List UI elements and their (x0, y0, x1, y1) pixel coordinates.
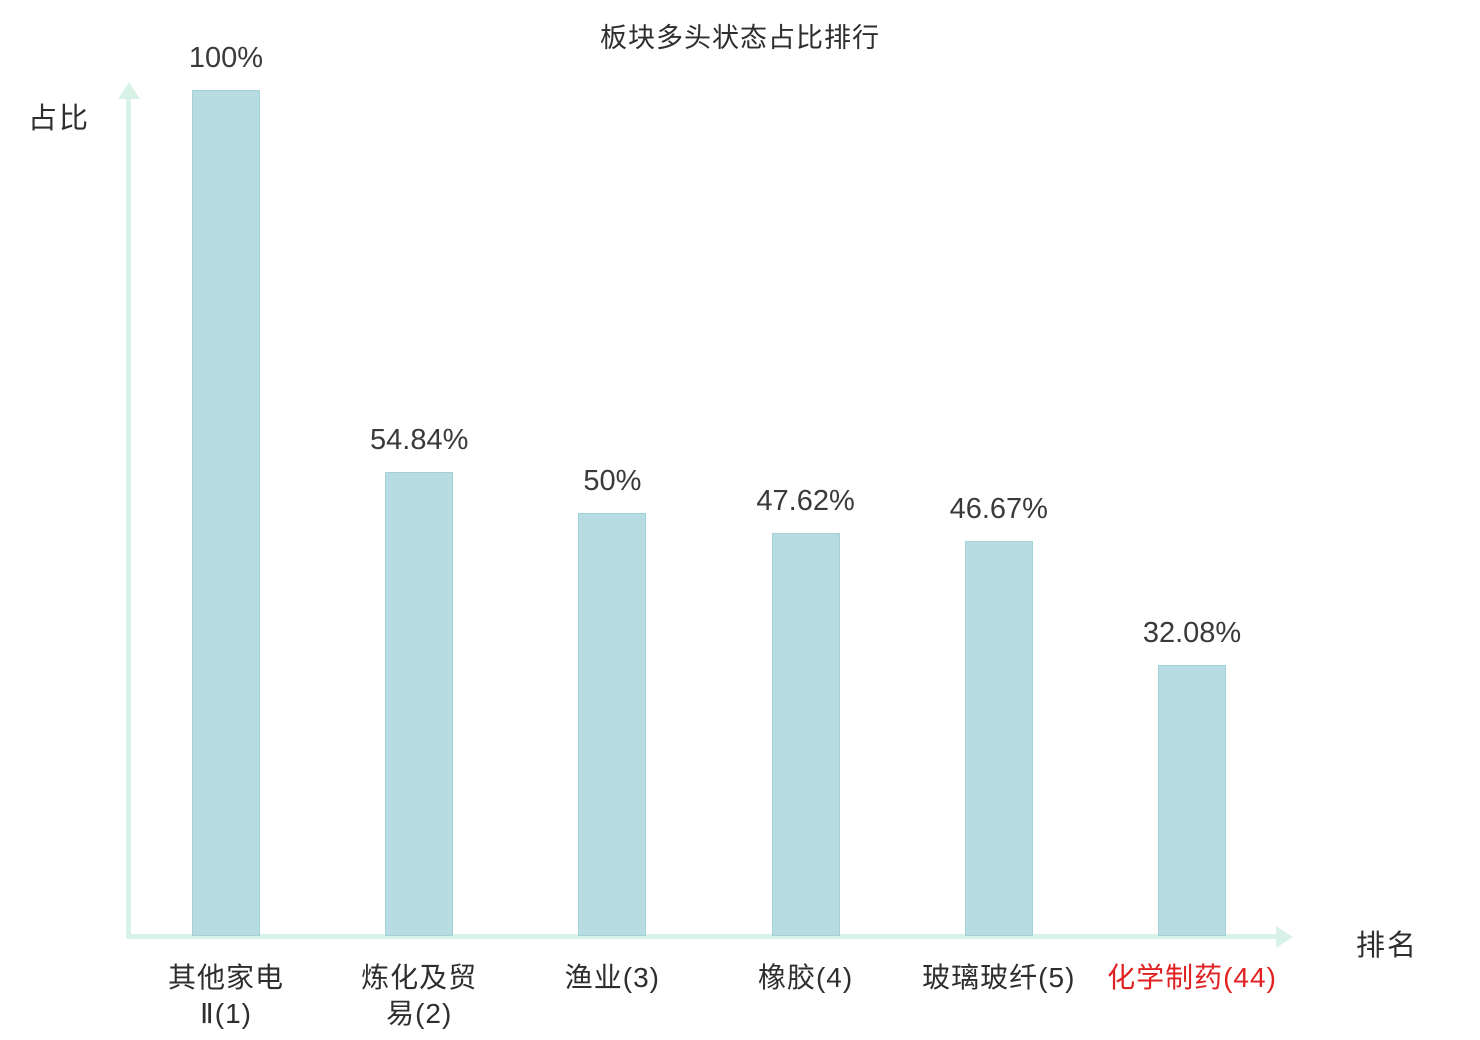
bar-6 (1158, 664, 1226, 936)
chart-title: 板块多头状态占比排行 (600, 23, 880, 53)
x-axis-label: 排名 (1356, 930, 1419, 962)
bar-1 (192, 90, 260, 936)
bar-value-label: 54.84% (370, 424, 469, 457)
category-label: 炼化及贸 易(2) (361, 962, 478, 1029)
y-axis-arrow-icon (118, 82, 140, 99)
bar-value-label: 46.67% (949, 493, 1048, 526)
bar-value-label: 47.62% (756, 485, 855, 518)
bar-value-label: 50% (583, 465, 642, 497)
bar-4 (771, 533, 840, 936)
category-label: 其他家电 Ⅱ(1) (167, 962, 284, 1029)
bar-3 (578, 513, 647, 936)
bar-value-label: 100% (188, 42, 264, 74)
bar-2 (385, 472, 454, 936)
category-label: 橡胶(4) (757, 962, 854, 993)
bar-5 (964, 541, 1033, 936)
category-label: 渔业(3) (564, 962, 660, 993)
x-axis-line (126, 934, 1278, 939)
y-axis-line (126, 98, 131, 936)
bar-value-label: 32.08% (1142, 616, 1242, 649)
category-label: 玻璃玻纤(5) (922, 962, 1076, 993)
y-axis-label: 占比 (28, 103, 91, 135)
category-label-highlighted: 化学制药(44) (1107, 962, 1277, 993)
x-axis-arrow-icon (1276, 926, 1293, 948)
